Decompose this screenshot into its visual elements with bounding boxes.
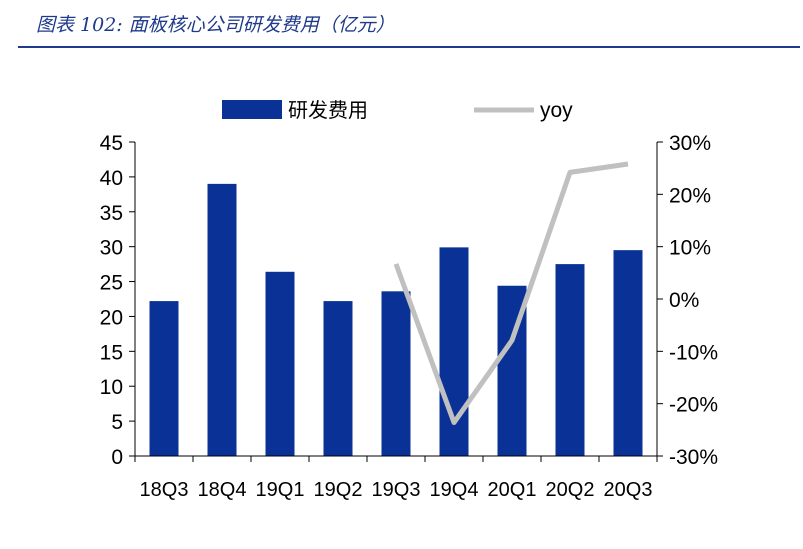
bar-18Q4 xyxy=(207,183,237,456)
bar-20Q3 xyxy=(613,250,643,456)
x-tick-label: 19Q3 xyxy=(372,479,421,501)
legend-swatch-bar xyxy=(222,100,282,119)
x-tick-label: 18Q4 xyxy=(198,479,247,501)
title-underline xyxy=(18,46,800,48)
yoy-line xyxy=(393,161,629,426)
left-tick-label: 40 xyxy=(100,167,123,190)
x-tick-label: 19Q1 xyxy=(256,479,305,501)
right-tick-label: 30% xyxy=(669,132,711,155)
left-tick-label: 25 xyxy=(100,272,123,295)
left-tick-label: 35 xyxy=(100,202,123,225)
x-tick-label: 20Q2 xyxy=(546,479,595,501)
legend-label-line: yoy xyxy=(540,99,573,122)
left-tick-label: 30 xyxy=(100,237,123,260)
left-tick-label: 0 xyxy=(111,446,123,469)
legend-label-bar: 研发费用 xyxy=(288,99,368,122)
x-tick-label: 18Q3 xyxy=(140,479,189,501)
x-tick-label: 20Q1 xyxy=(488,479,537,501)
x-tick-label: 19Q4 xyxy=(430,479,479,501)
right-tick-label: 10% xyxy=(669,237,711,260)
left-tick-label: 10 xyxy=(100,376,123,399)
right-tick-label: -20% xyxy=(669,394,718,417)
right-tick-label: 0% xyxy=(669,289,699,312)
left-tick-label: 20 xyxy=(100,306,123,329)
bar-18Q3 xyxy=(149,301,179,456)
x-tick-label: 19Q2 xyxy=(314,479,363,501)
left-tick-label: 5 xyxy=(111,411,123,434)
x-tick-label: 20Q3 xyxy=(604,479,653,501)
bar-20Q2 xyxy=(555,264,585,456)
bar-19Q2 xyxy=(323,301,353,456)
left-tick-label: 15 xyxy=(100,341,123,364)
chart-title: 图表 102: 面板核心公司研发费用（亿元） xyxy=(36,14,395,36)
bar-19Q1 xyxy=(265,271,295,456)
right-tick-label: -10% xyxy=(669,341,718,364)
bar-19Q3 xyxy=(381,291,411,456)
right-tick-label: 20% xyxy=(669,184,711,207)
right-tick-label: -30% xyxy=(669,446,718,469)
left-tick-label: 45 xyxy=(100,132,123,155)
chart-header: 图表 102: 面板核心公司研发费用（亿元） xyxy=(0,0,803,48)
